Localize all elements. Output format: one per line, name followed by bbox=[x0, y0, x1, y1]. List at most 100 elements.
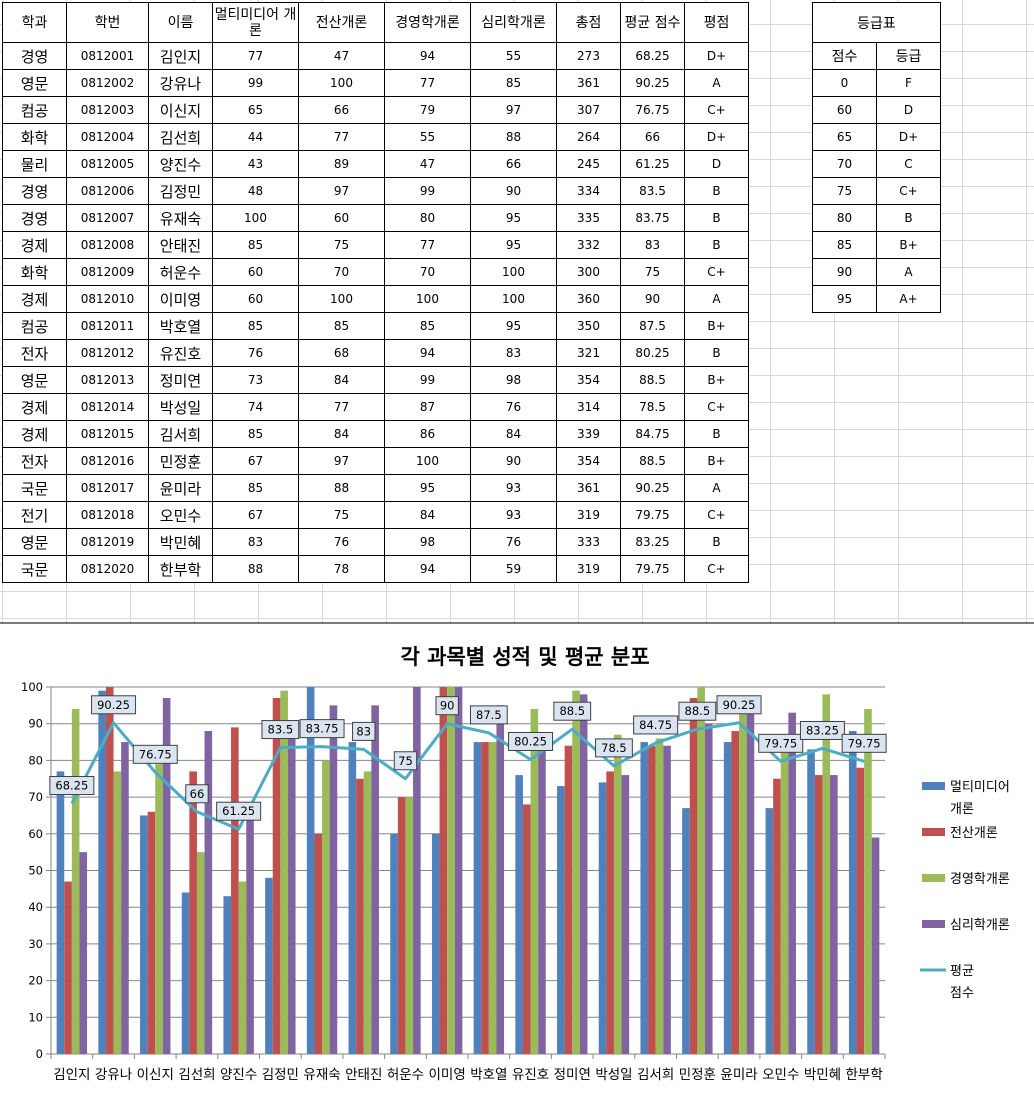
table-cell[interactable]: 76 bbox=[213, 340, 299, 367]
grades-chart[interactable]: 각 과목별 성적 및 평균 분포 0 10 20 30 40 50 60 70 80 90 100 김인… bbox=[0, 624, 1030, 1104]
table-cell[interactable]: 경제 bbox=[3, 394, 67, 421]
grade-cell[interactable]: 65 bbox=[813, 124, 877, 151]
table-cell[interactable]: 83 bbox=[621, 232, 685, 259]
table-cell[interactable]: 354 bbox=[557, 367, 621, 394]
table-cell[interactable]: 100 bbox=[299, 286, 385, 313]
table-cell[interactable]: 전자 bbox=[3, 340, 67, 367]
table-cell[interactable]: 0812007 bbox=[67, 205, 149, 232]
table-cell[interactable]: 361 bbox=[557, 475, 621, 502]
table-cell[interactable]: 84.75 bbox=[621, 421, 685, 448]
grade-cell[interactable]: B bbox=[877, 205, 941, 232]
table-cell[interactable]: 78.5 bbox=[621, 394, 685, 421]
table-cell[interactable]: 0812008 bbox=[67, 232, 149, 259]
column-header[interactable]: 학과 bbox=[3, 3, 67, 43]
table-cell[interactable]: 67 bbox=[213, 502, 299, 529]
table-cell[interactable]: 97 bbox=[299, 448, 385, 475]
table-cell[interactable]: 76 bbox=[471, 529, 557, 556]
table-cell[interactable]: 영문 bbox=[3, 70, 67, 97]
table-cell[interactable]: D+ bbox=[685, 43, 749, 70]
table-cell[interactable]: 90.25 bbox=[621, 70, 685, 97]
table-cell[interactable]: 77 bbox=[213, 43, 299, 70]
table-cell[interactable]: 89 bbox=[299, 151, 385, 178]
table-cell[interactable]: 컴공 bbox=[3, 313, 67, 340]
table-cell[interactable]: 영문 bbox=[3, 367, 67, 394]
table-cell[interactable]: 0812012 bbox=[67, 340, 149, 367]
grade-cell[interactable]: 70 bbox=[813, 151, 877, 178]
table-cell[interactable]: 0812017 bbox=[67, 475, 149, 502]
table-cell[interactable]: B+ bbox=[685, 448, 749, 475]
column-header[interactable]: 학번 bbox=[67, 3, 149, 43]
table-cell[interactable]: 83 bbox=[213, 529, 299, 556]
column-header[interactable]: 총점 bbox=[557, 3, 621, 43]
table-cell[interactable]: 박민혜 bbox=[149, 529, 213, 556]
table-cell[interactable]: C+ bbox=[685, 394, 749, 421]
table-cell[interactable]: 77 bbox=[299, 394, 385, 421]
column-header[interactable]: 멀티미디어 개론 bbox=[213, 3, 299, 43]
table-cell[interactable]: 0812018 bbox=[67, 502, 149, 529]
table-cell[interactable]: 유진호 bbox=[149, 340, 213, 367]
grade-cell[interactable]: 90 bbox=[813, 259, 877, 286]
table-cell[interactable]: 339 bbox=[557, 421, 621, 448]
table-cell[interactable]: C+ bbox=[685, 502, 749, 529]
table-cell[interactable]: 0812004 bbox=[67, 124, 149, 151]
table-cell[interactable]: 264 bbox=[557, 124, 621, 151]
table-cell[interactable]: 0812001 bbox=[67, 43, 149, 70]
table-cell[interactable]: 0812005 bbox=[67, 151, 149, 178]
table-cell[interactable]: 361 bbox=[557, 70, 621, 97]
table-cell[interactable]: 47 bbox=[385, 151, 471, 178]
table-cell[interactable]: 99 bbox=[385, 367, 471, 394]
table-cell[interactable]: 0812010 bbox=[67, 286, 149, 313]
table-cell[interactable]: 87.5 bbox=[621, 313, 685, 340]
table-cell[interactable]: 77 bbox=[385, 70, 471, 97]
table-cell[interactable]: 314 bbox=[557, 394, 621, 421]
table-cell[interactable]: 국문 bbox=[3, 556, 67, 583]
table-cell[interactable]: 60 bbox=[213, 259, 299, 286]
table-cell[interactable]: B+ bbox=[685, 367, 749, 394]
table-cell[interactable]: 0812003 bbox=[67, 97, 149, 124]
table-cell[interactable]: 100 bbox=[213, 205, 299, 232]
grade-cell[interactable]: 85 bbox=[813, 232, 877, 259]
table-cell[interactable]: 98 bbox=[385, 529, 471, 556]
table-cell[interactable]: 83.25 bbox=[621, 529, 685, 556]
table-cell[interactable]: 335 bbox=[557, 205, 621, 232]
table-cell[interactable]: 0812002 bbox=[67, 70, 149, 97]
table-cell[interactable]: 83.5 bbox=[621, 178, 685, 205]
table-cell[interactable]: 84 bbox=[299, 367, 385, 394]
table-cell[interactable]: 국문 bbox=[3, 475, 67, 502]
grade-cell[interactable]: D+ bbox=[877, 124, 941, 151]
table-cell[interactable]: 85 bbox=[213, 313, 299, 340]
table-cell[interactable]: 93 bbox=[471, 475, 557, 502]
table-cell[interactable]: 88.5 bbox=[621, 448, 685, 475]
table-cell[interactable]: 85 bbox=[213, 421, 299, 448]
table-cell[interactable]: 76 bbox=[299, 529, 385, 556]
table-cell[interactable]: 한부학 bbox=[149, 556, 213, 583]
table-cell[interactable]: 66 bbox=[471, 151, 557, 178]
table-cell[interactable]: 300 bbox=[557, 259, 621, 286]
table-cell[interactable]: 0812014 bbox=[67, 394, 149, 421]
table-cell[interactable]: 55 bbox=[471, 43, 557, 70]
table-cell[interactable]: 60 bbox=[213, 286, 299, 313]
table-cell[interactable]: 74 bbox=[213, 394, 299, 421]
table-cell[interactable]: 김서희 bbox=[149, 421, 213, 448]
table-cell[interactable]: 정미연 bbox=[149, 367, 213, 394]
table-cell[interactable]: 경영 bbox=[3, 205, 67, 232]
table-cell[interactable]: 100 bbox=[385, 286, 471, 313]
column-header[interactable]: 경영학개론 bbox=[385, 3, 471, 43]
table-cell[interactable]: 95 bbox=[385, 475, 471, 502]
table-cell[interactable]: 68.25 bbox=[621, 43, 685, 70]
table-cell[interactable]: 94 bbox=[385, 556, 471, 583]
table-cell[interactable]: 0812019 bbox=[67, 529, 149, 556]
table-cell[interactable]: 전자 bbox=[3, 448, 67, 475]
table-cell[interactable]: 박성일 bbox=[149, 394, 213, 421]
table-cell[interactable]: 0812006 bbox=[67, 178, 149, 205]
table-cell[interactable]: 95 bbox=[471, 205, 557, 232]
table-cell[interactable]: 100 bbox=[471, 259, 557, 286]
table-cell[interactable]: 75 bbox=[299, 232, 385, 259]
table-cell[interactable]: 전기 bbox=[3, 502, 67, 529]
grade-cell[interactable]: D bbox=[877, 97, 941, 124]
table-cell[interactable]: 화학 bbox=[3, 259, 67, 286]
table-cell[interactable]: 0812011 bbox=[67, 313, 149, 340]
table-cell[interactable]: 65 bbox=[213, 97, 299, 124]
spreadsheet-area[interactable]: 학과 학번 이름 멀티미디어 개론 전산개론 경영학개론 심리학개론 총점 평균 점수 평점 경영 0… bbox=[0, 0, 1034, 622]
table-cell[interactable]: C+ bbox=[685, 259, 749, 286]
